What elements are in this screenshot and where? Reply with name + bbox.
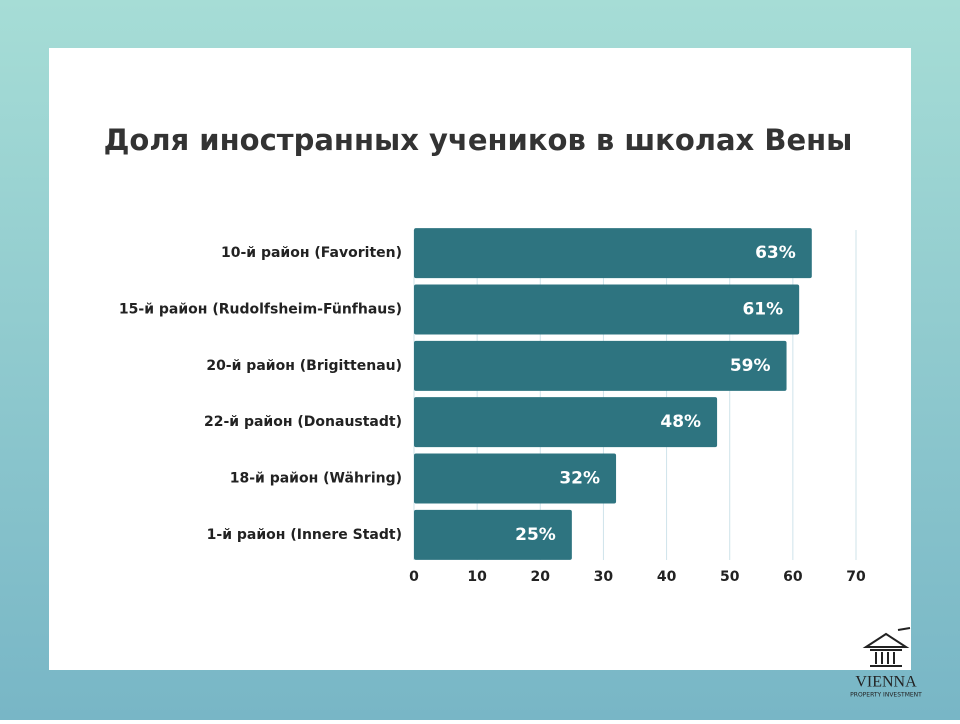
value-label: 63% <box>755 243 796 263</box>
logo-icon <box>862 627 911 667</box>
bar <box>414 228 812 279</box>
logo <box>862 627 911 667</box>
y-tick-label: 22-й район (Donaustadt) <box>204 414 402 430</box>
x-tick-label: 20 <box>531 569 551 585</box>
x-tick-label: 50 <box>720 569 740 585</box>
value-label: 48% <box>660 412 701 432</box>
x-tick-label: 40 <box>657 569 677 585</box>
bar <box>414 453 617 504</box>
y-tick-label: 20-й район (Brigittenau) <box>206 358 402 374</box>
y-tick-label: 18-й район (Währing) <box>230 471 402 487</box>
value-label: 25% <box>515 525 556 545</box>
bar <box>414 397 718 448</box>
value-label: 61% <box>742 300 783 320</box>
logo-name: VIENNA <box>855 674 917 691</box>
x-tick-label: 70 <box>846 569 866 585</box>
y-tick-label: 10-й район (Favoriten) <box>221 245 402 261</box>
x-tick-label: 60 <box>783 569 803 585</box>
y-tick-label: 1-й район (Innere Stadt) <box>207 527 402 543</box>
bar <box>414 284 800 335</box>
bar <box>414 340 787 391</box>
value-label: 32% <box>559 469 600 489</box>
x-tick-label: 10 <box>467 569 487 585</box>
y-tick-label: 15-й район (Rudolfsheim-Fünfhaus) <box>119 302 402 318</box>
x-tick-label: 30 <box>594 569 614 585</box>
chart-title: Доля иностранных учеников в школах Вены <box>104 123 853 157</box>
logo-tagline: PROPERTY INVESTMENT <box>850 692 922 699</box>
bar <box>414 509 572 560</box>
x-tick-label: 0 <box>409 569 419 585</box>
value-label: 59% <box>730 356 771 376</box>
plot: 0 10 20 30 40 50 60 70 10-й район (Favoriten) 63%… <box>119 228 866 585</box>
